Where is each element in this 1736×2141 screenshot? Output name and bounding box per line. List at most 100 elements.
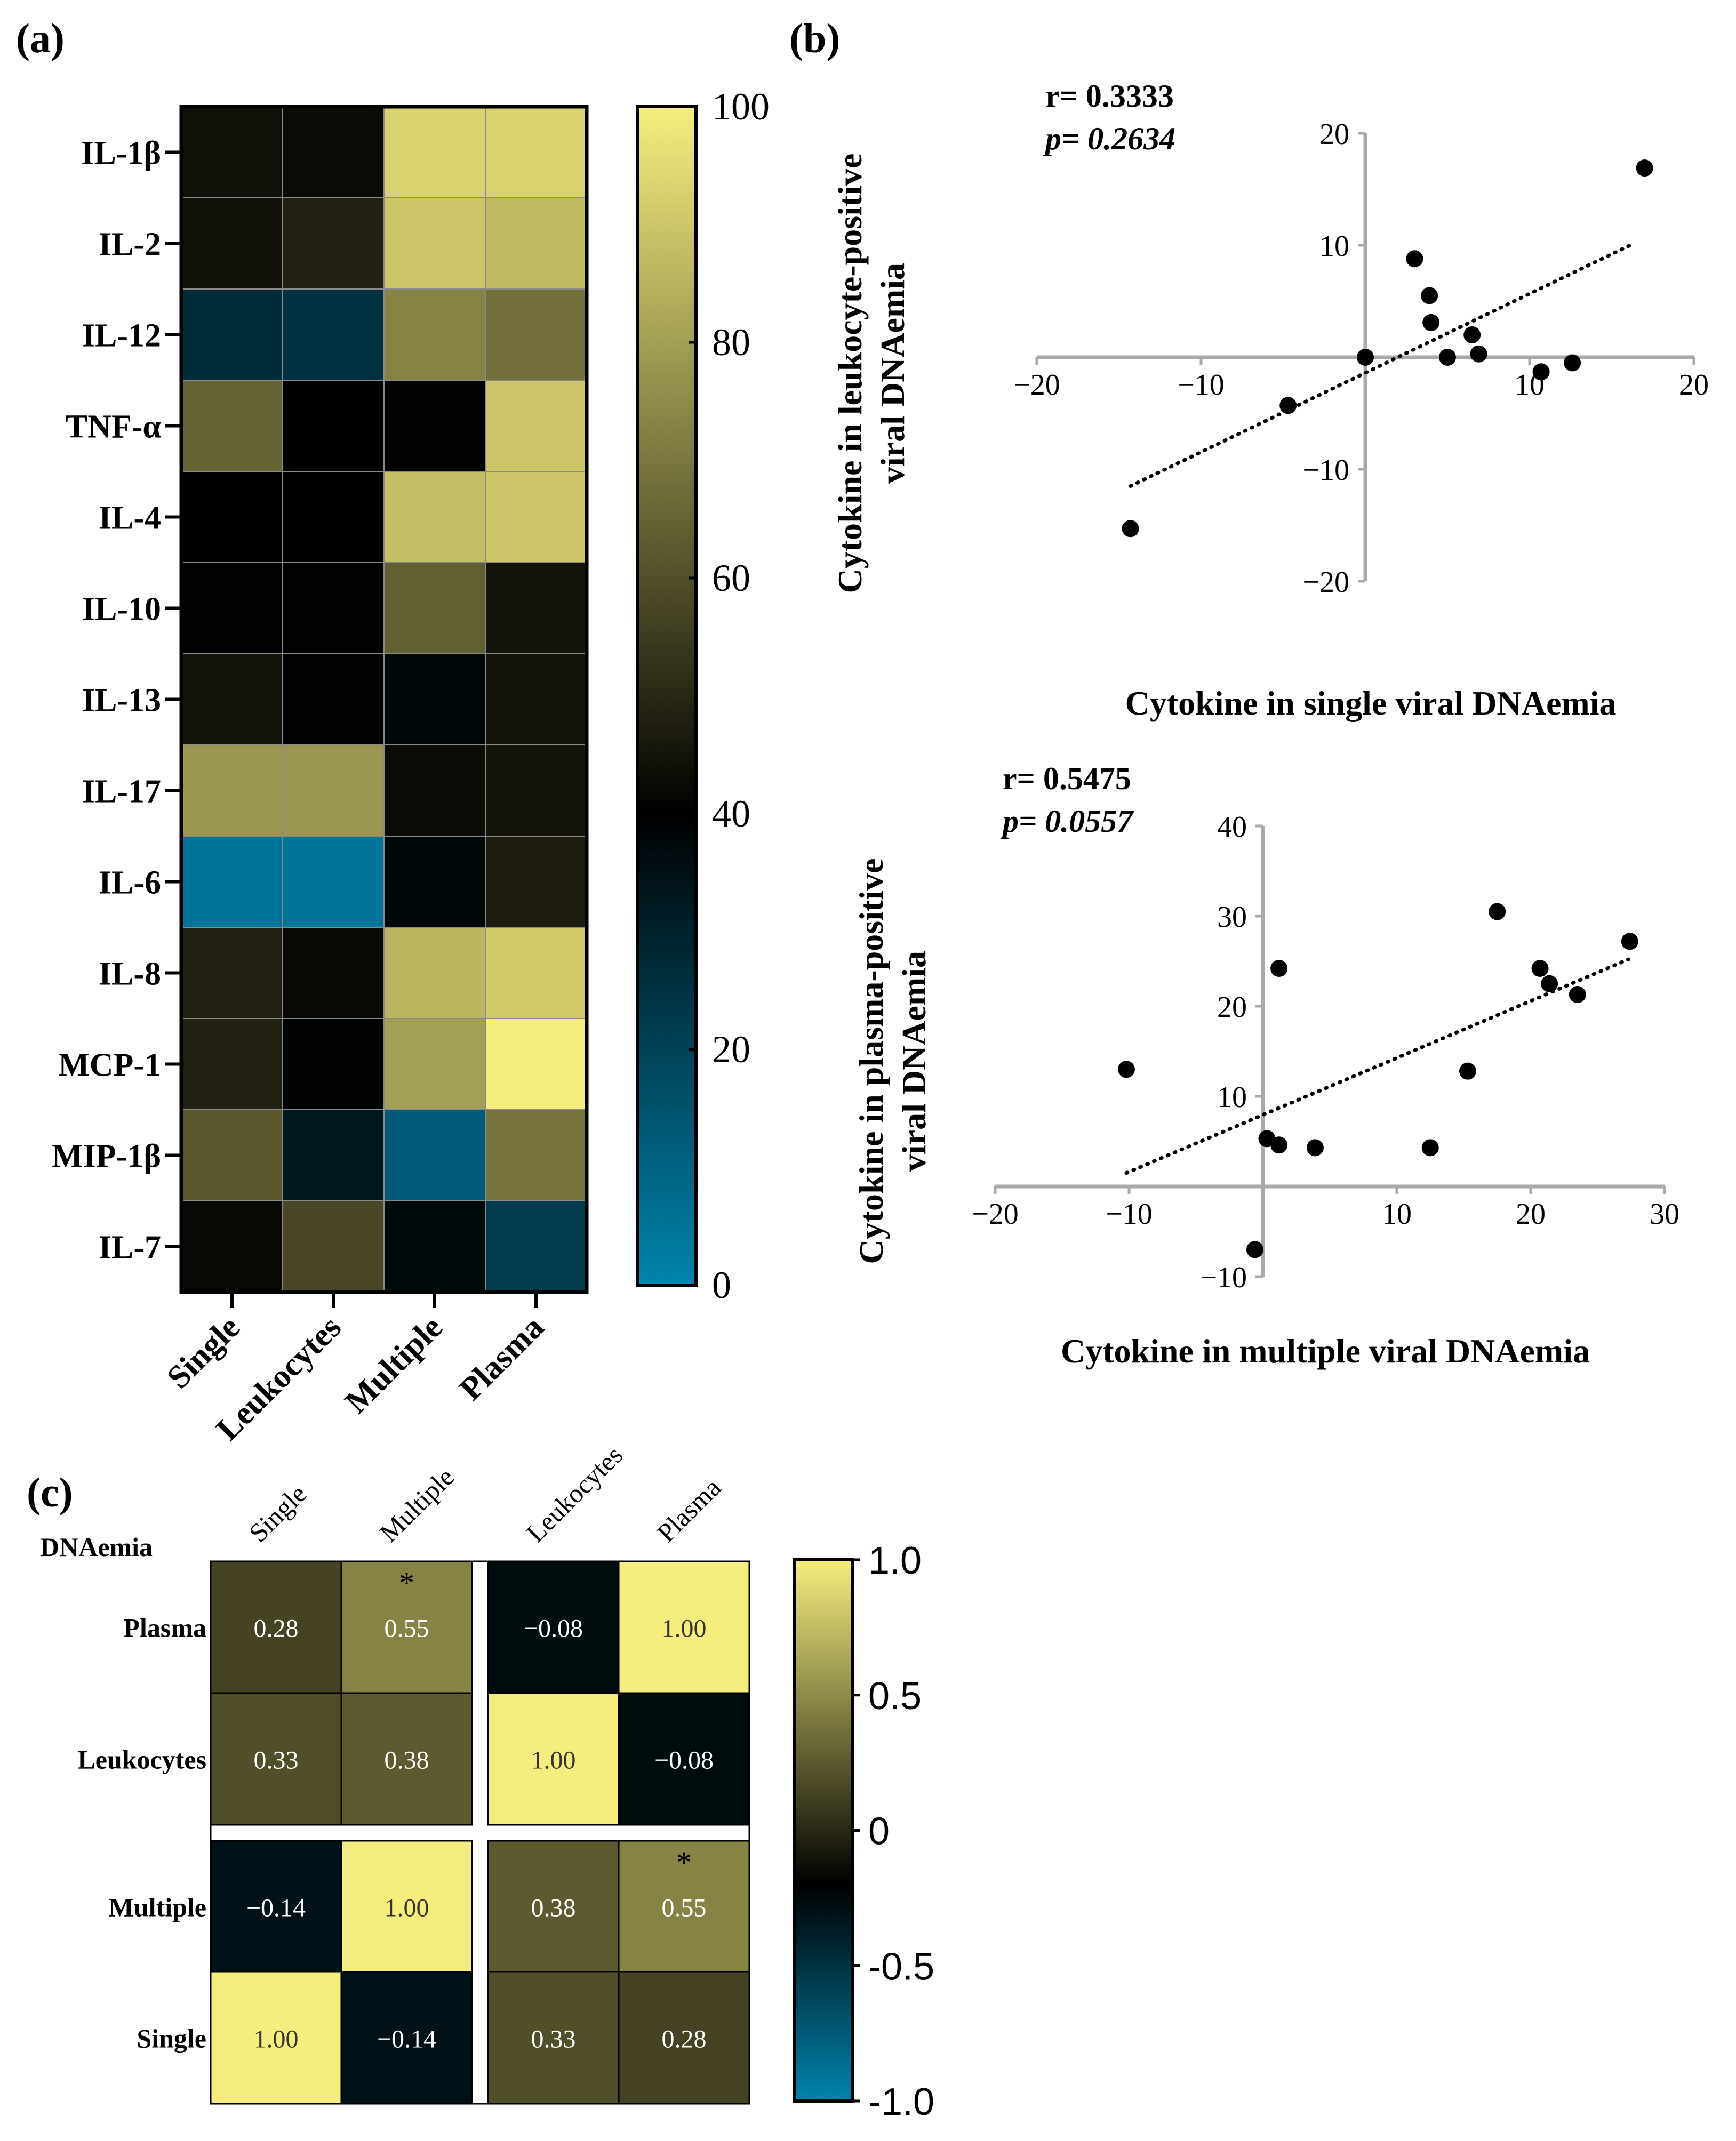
heatmap-a-cell — [485, 927, 587, 1019]
colorbar-c-tick-label: 1.0 — [868, 1539, 922, 1582]
heatmap-a-cell — [485, 288, 587, 381]
heatmap-c-cell — [618, 1692, 750, 1826]
heatmap-a-col-label: Plasma — [452, 1309, 550, 1407]
annotation-r: r= 0.5475 — [1003, 761, 1131, 796]
heatmap-a-cell — [383, 1018, 486, 1110]
heatmap-c-cell-value: 0.38 — [385, 1746, 429, 1775]
heatmap-a-cell — [282, 836, 385, 928]
heatmap-c-corner-label: DNAemia — [40, 1532, 153, 1562]
annotation-p: p= 0.2634 — [1043, 121, 1175, 156]
heatmap-a-cell — [181, 1018, 283, 1110]
heatmap-c-cell — [487, 1692, 620, 1826]
heatmap-a-row-label: IL-2 — [99, 227, 161, 263]
heatmap-c-cell-value: 0.55 — [385, 1615, 429, 1643]
heatmap-c-row-label: Single — [137, 2024, 206, 2054]
y-tick-label: 10 — [1217, 1081, 1247, 1114]
heatmap-a-cell — [383, 197, 486, 290]
data-point — [1279, 397, 1297, 414]
data-point — [1122, 520, 1139, 538]
y-axis-label-line1: Cytokine in plasma-positive — [852, 859, 890, 1264]
data-point — [1406, 250, 1423, 268]
data-point — [1564, 354, 1581, 372]
colorbar-a-tick-label: 80 — [712, 321, 750, 364]
heatmap-a-cell — [282, 653, 385, 745]
heatmap-a-col-label: Single — [160, 1309, 247, 1396]
heatmap-a-row-label: IL-13 — [82, 683, 161, 719]
x-tick-label: −20 — [1013, 368, 1060, 402]
colorbar-c: 1.0 0.5 0 -0.5 -1.0 — [793, 1539, 934, 2123]
x-tick-label: 30 — [1650, 1198, 1679, 1231]
heatmap-a-cell — [485, 1109, 587, 1201]
data-point — [1541, 975, 1558, 992]
colorbar-a-tick-label: 100 — [712, 85, 770, 128]
heatmap-c-cell-value: 1.00 — [531, 1746, 576, 1775]
heatmap-a-cell — [181, 562, 283, 654]
heatmap-c-cell-value: 1.00 — [385, 1894, 429, 1922]
heatmap-a-cell — [181, 744, 283, 837]
heatmap-a-cell — [383, 288, 486, 381]
heatmap-c-col-label: Plasma — [651, 1472, 727, 1548]
data-point — [1421, 1139, 1439, 1157]
colorbar-c-tick-label: -0.5 — [868, 1945, 934, 1988]
heatmap-a-cell — [485, 1018, 587, 1110]
heatmap-a-cell — [181, 197, 283, 290]
x-axis-label: Cytokine in single viral DNAemia — [1125, 684, 1617, 722]
x-tick-label: −10 — [1178, 368, 1225, 402]
data-point — [1422, 314, 1440, 331]
annotation-r: r= 0.3333 — [1045, 78, 1174, 114]
y-tick-label: 10 — [1319, 230, 1349, 263]
colorbar-c-tick-label: -1.0 — [868, 2081, 934, 2123]
heatmap-c-cell — [618, 1560, 750, 1694]
data-point — [1531, 960, 1549, 977]
heatmap-a-cell — [383, 106, 486, 198]
heatmap-a-cell — [181, 106, 283, 198]
heatmap-a-cell — [485, 197, 587, 290]
data-point — [1246, 1241, 1263, 1258]
data-point — [1421, 287, 1438, 304]
y-tick-label: −20 — [1302, 566, 1349, 599]
heatmap-c-col-label: Single — [243, 1479, 313, 1548]
heatmap-a-row-label: TNF-α — [66, 409, 161, 445]
data-point — [1489, 903, 1506, 920]
data-point — [1117, 1061, 1135, 1078]
panel-label-b: (b) — [789, 15, 840, 61]
heatmap-c-cell-value: −0.08 — [654, 1746, 714, 1775]
heatmap-a-cell — [282, 1200, 385, 1293]
heatmap-a-row-label: IL-1β — [81, 135, 161, 172]
heatmap-c-cell — [487, 1840, 620, 1974]
heatmap-a-cell — [181, 1200, 283, 1293]
heatmap-a: IL-1β IL-2 IL-12 TNF-α IL-4 IL-10 IL-13 IL-17 IL… — [52, 105, 589, 1448]
colorbar-c-tick-label: 0.5 — [868, 1675, 922, 1718]
colorbar-a: 100 80 60 40 20 0 — [636, 85, 770, 1306]
y-axis-label-line2: viral DNAemia — [895, 951, 933, 1172]
heatmap-a-cell — [282, 197, 385, 290]
heatmap-c-cell — [618, 1971, 750, 2105]
heatmap-c-row-label: Multiple — [109, 1893, 206, 1922]
heatmap-a-cell — [282, 1018, 385, 1110]
heatmap-c-cell-value: 0.55 — [662, 1894, 707, 1922]
heatmap-a-cell — [282, 380, 385, 472]
heatmap-a-row-label: MIP-1β — [52, 1138, 161, 1175]
heatmap-c-cell-value: 0.28 — [254, 1615, 299, 1643]
heatmap-c: 0.28 0.55 * −0.08 1.00 0.33 0.38 1.00 −0.08 −0.14… — [40, 1440, 750, 2105]
heatmap-a-cell — [383, 380, 486, 472]
data-point — [1306, 1139, 1324, 1157]
heatmap-c-cell-value: −0.14 — [246, 1894, 306, 1922]
y-tick-label: −10 — [1200, 1261, 1247, 1294]
heatmap-a-cell — [485, 471, 587, 563]
colorbar-a-tick-label: 40 — [712, 792, 750, 835]
annotation-p: p= 0.0557 — [1000, 804, 1134, 839]
heatmap-a-cell — [181, 1109, 283, 1201]
heatmap-c-cell — [210, 1560, 342, 1694]
heatmap-c-cell — [340, 1692, 473, 1826]
heatmap-c-cell-value: −0.14 — [377, 2025, 436, 2054]
panel-label-a: (a) — [16, 15, 65, 61]
heatmap-a-cell — [485, 836, 587, 928]
trendline — [1124, 957, 1630, 1175]
y-tick-label: 40 — [1217, 811, 1247, 844]
y-tick-label: −10 — [1302, 454, 1349, 487]
heatmap-c-cell — [340, 1840, 473, 1974]
heatmap-c-col-label: Leukocytes — [521, 1440, 629, 1548]
heatmap-a-row-label: IL-10 — [82, 591, 161, 628]
heatmap-a-cell — [181, 471, 283, 563]
